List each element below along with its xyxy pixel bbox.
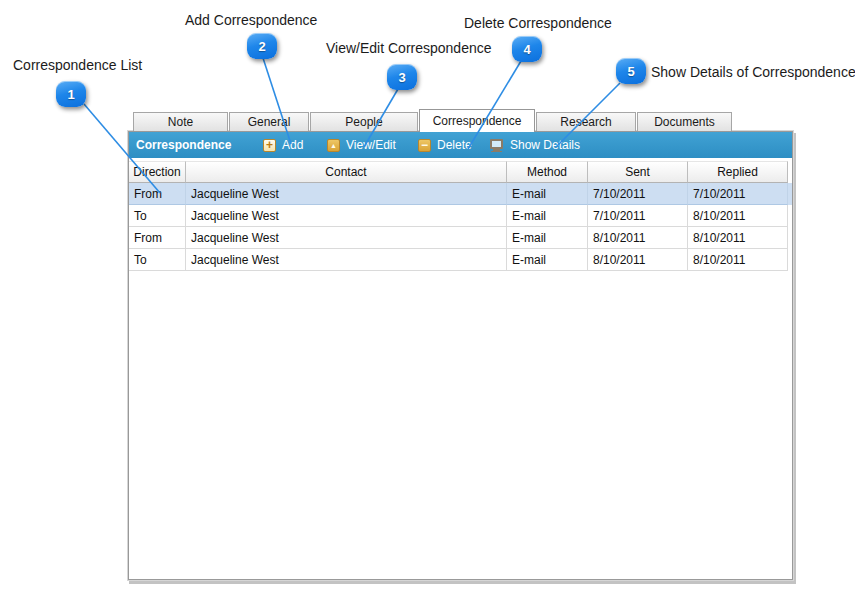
cell-method: E-mail	[507, 183, 588, 205]
cell-sent: 7/10/2011	[588, 183, 688, 205]
table-row[interactable]: To Jacqueline West E-mail 7/10/2011 8/10…	[129, 205, 792, 227]
cell-method: E-mail	[507, 249, 588, 271]
toolbar-title: Correspondence	[136, 132, 231, 158]
tab-bar: Note General People Correspondence Resea…	[128, 110, 793, 131]
cell-sent: 8/10/2011	[588, 249, 688, 271]
cell-direction: To	[129, 249, 186, 271]
tab-general[interactable]: General	[229, 112, 309, 131]
cell-contact: Jacqueline West	[186, 205, 507, 227]
callout-label-show-details: Show Details of Correspondence	[651, 64, 855, 80]
callout-label-add-correspondence: Add Correspondence	[185, 12, 317, 28]
callout-label-delete-correspondence: Delete Correspondence	[464, 15, 612, 31]
tab-documents[interactable]: Documents	[637, 112, 732, 131]
up-arrow-icon: ▲	[327, 139, 340, 152]
column-header-direction[interactable]: Direction	[129, 161, 186, 183]
cell-direction: From	[129, 183, 186, 205]
tab-research[interactable]: Research	[536, 112, 636, 131]
view-edit-button-label: View/Edit	[346, 138, 396, 152]
callout-balloon-5: 5	[616, 58, 646, 84]
callout-balloon-4: 4	[512, 36, 542, 62]
cell-replied: 8/10/2011	[688, 205, 788, 227]
cell-contact: Jacqueline West	[186, 183, 507, 205]
cell-replied: 8/10/2011	[688, 227, 788, 249]
table-row[interactable]: From Jacqueline West E-mail 7/10/2011 7/…	[129, 183, 792, 205]
column-header-replied[interactable]: Replied	[688, 161, 788, 183]
minus-icon: −	[418, 139, 431, 152]
cell-sent: 8/10/2011	[588, 227, 688, 249]
tab-people[interactable]: People	[310, 112, 418, 131]
cell-contact: Jacqueline West	[186, 249, 507, 271]
add-button[interactable]: + Add	[263, 132, 303, 158]
view-edit-button[interactable]: ▲ View/Edit	[327, 132, 396, 158]
table-row[interactable]: From Jacqueline West E-mail 8/10/2011 8/…	[129, 227, 792, 249]
callout-label-viewedit-correspondence: View/Edit Correspondence	[326, 40, 492, 56]
callout-balloon-3: 3	[387, 64, 417, 90]
tab-correspondence[interactable]: Correspondence	[419, 109, 535, 132]
correspondence-window: Note General People Correspondence Resea…	[128, 110, 793, 580]
correspondence-panel: Correspondence + Add ▲ View/Edit − Delet…	[128, 131, 793, 580]
plus-icon: +	[263, 139, 276, 152]
cell-contact: Jacqueline West	[186, 227, 507, 249]
show-details-button-label: Show Details	[510, 138, 580, 152]
cell-method: E-mail	[507, 205, 588, 227]
cell-replied: 8/10/2011	[688, 249, 788, 271]
cell-sent: 7/10/2011	[588, 205, 688, 227]
correspondence-toolbar: Correspondence + Add ▲ View/Edit − Delet…	[129, 132, 792, 158]
add-button-label: Add	[282, 138, 303, 152]
delete-button-label: Delete	[437, 138, 472, 152]
show-details-button[interactable]: Show Details	[489, 132, 580, 158]
column-header-sent[interactable]: Sent	[588, 161, 688, 183]
callout-balloon-2: 2	[247, 33, 277, 59]
monitor-icon	[489, 138, 504, 153]
tab-note[interactable]: Note	[133, 112, 228, 131]
cell-method: E-mail	[507, 227, 588, 249]
list-header-row: Direction Contact Method Sent Replied	[129, 161, 792, 183]
column-header-contact[interactable]: Contact	[186, 161, 507, 183]
column-header-method[interactable]: Method	[507, 161, 588, 183]
delete-button[interactable]: − Delete	[418, 132, 472, 158]
correspondence-list: Direction Contact Method Sent Replied Fr…	[129, 161, 792, 271]
table-row[interactable]: To Jacqueline West E-mail 8/10/2011 8/10…	[129, 249, 792, 271]
cell-direction: From	[129, 227, 186, 249]
cell-replied: 7/10/2011	[688, 183, 788, 205]
help-screenshot-canvas: Correspondence List Add Correspondence V…	[0, 0, 855, 589]
callout-label-correspondence-list: Correspondence List	[13, 57, 142, 73]
callout-balloon-1: 1	[56, 81, 86, 107]
cell-direction: To	[129, 205, 186, 227]
